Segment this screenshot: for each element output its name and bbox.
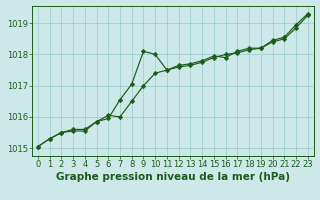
X-axis label: Graphe pression niveau de la mer (hPa): Graphe pression niveau de la mer (hPa)	[56, 172, 290, 182]
